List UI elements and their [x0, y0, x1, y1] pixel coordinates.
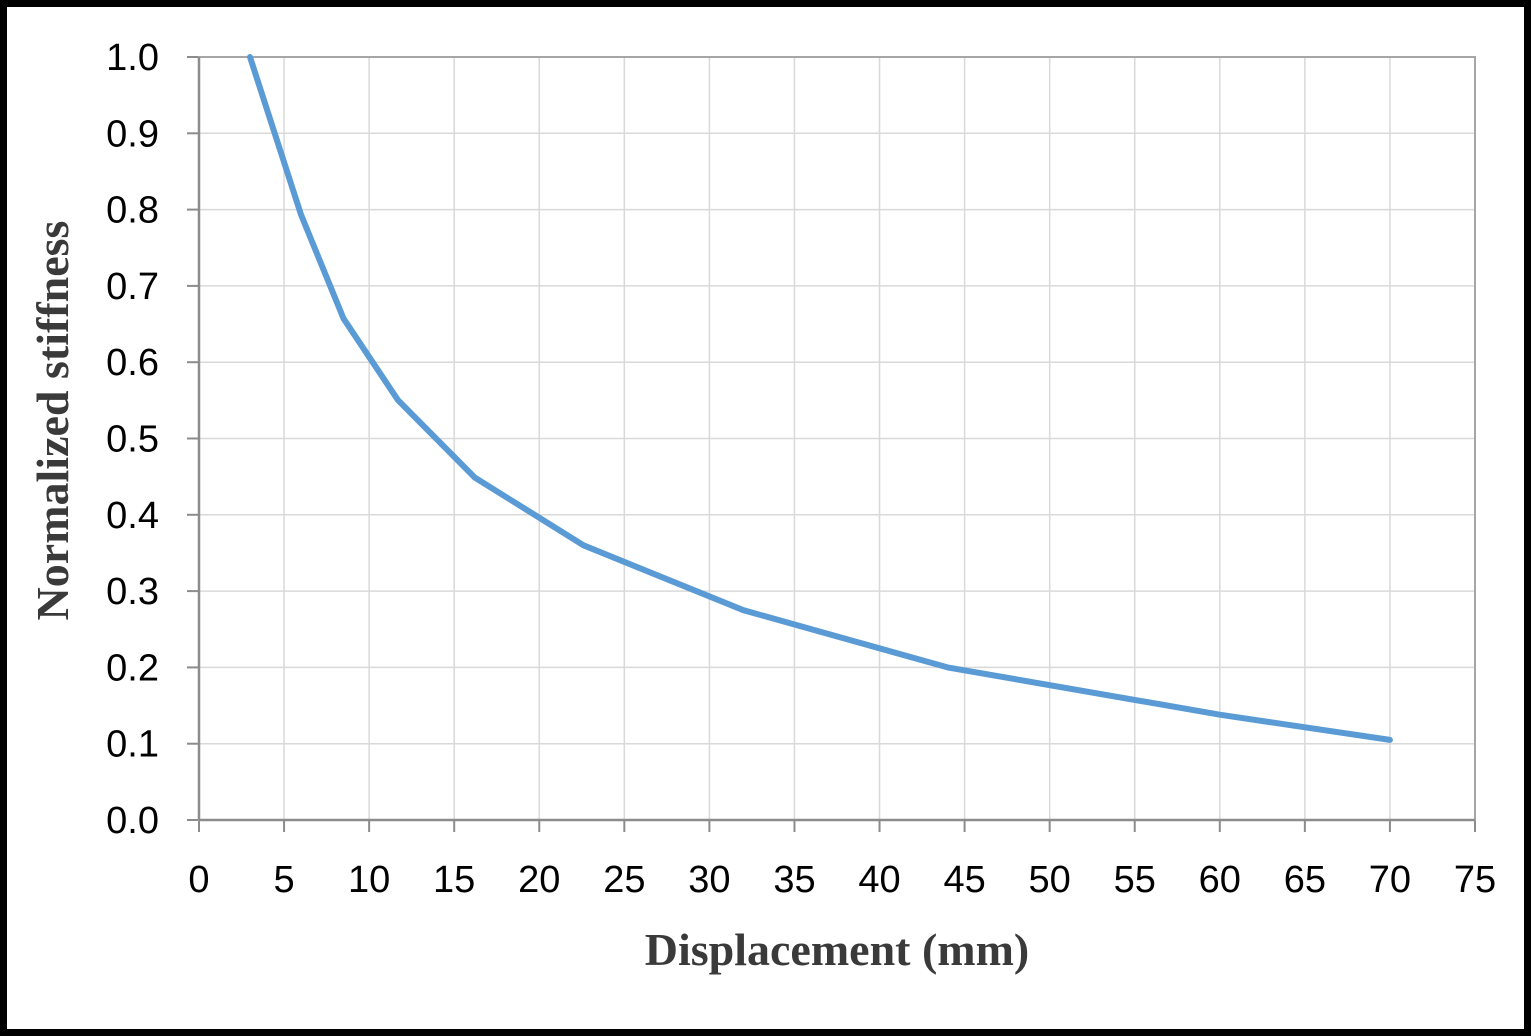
y-tick-label: 0.2: [106, 647, 159, 689]
x-tick-label: 60: [1199, 859, 1241, 901]
y-tick-label: 0.8: [106, 190, 159, 232]
x-tick-label: 30: [688, 859, 730, 901]
x-tick-label: 75: [1454, 859, 1496, 901]
y-tick-label: 0.7: [106, 266, 159, 308]
x-tick-label: 70: [1369, 859, 1411, 901]
x-axis-title: Displacement (mm): [645, 924, 1030, 975]
x-tick-label: 5: [273, 859, 294, 901]
x-tick-label: 50: [1029, 859, 1071, 901]
grid-lines: [199, 56, 1476, 820]
x-tick-label: 40: [858, 859, 900, 901]
x-tick-label: 55: [1114, 859, 1156, 901]
x-tick-label: 0: [188, 859, 209, 901]
series-layer: [247, 54, 1393, 743]
series-line-0: [247, 54, 1393, 743]
x-tick-label: 65: [1284, 859, 1326, 901]
axes: [187, 56, 1476, 832]
y-tick-label: 0.5: [106, 419, 159, 461]
x-tick-label: 20: [518, 859, 560, 901]
x-tick-label: 45: [943, 859, 985, 901]
y-tick-label: 0.3: [106, 571, 159, 613]
tick-labels: 0 5 10 15 20 25 30 35 40 45 50 55 60 65 70 75 0.0 0.1 0.2 0…: [106, 37, 1496, 901]
x-tick-label: 35: [773, 859, 815, 901]
x-tick-label: 10: [348, 859, 390, 901]
y-axis-title: Normalized stiffness: [27, 221, 78, 621]
y-tick-label: 1.0: [106, 37, 159, 79]
y-tick-label: 0.1: [106, 724, 159, 766]
y-tick-label: 0.6: [106, 342, 159, 384]
y-tick-label: 0.9: [106, 113, 159, 155]
x-tick-label: 25: [603, 859, 645, 901]
x-tick-label: 15: [433, 859, 475, 901]
y-tick-label: 0.4: [106, 495, 159, 537]
y-tick-label: 0.0: [106, 800, 159, 842]
